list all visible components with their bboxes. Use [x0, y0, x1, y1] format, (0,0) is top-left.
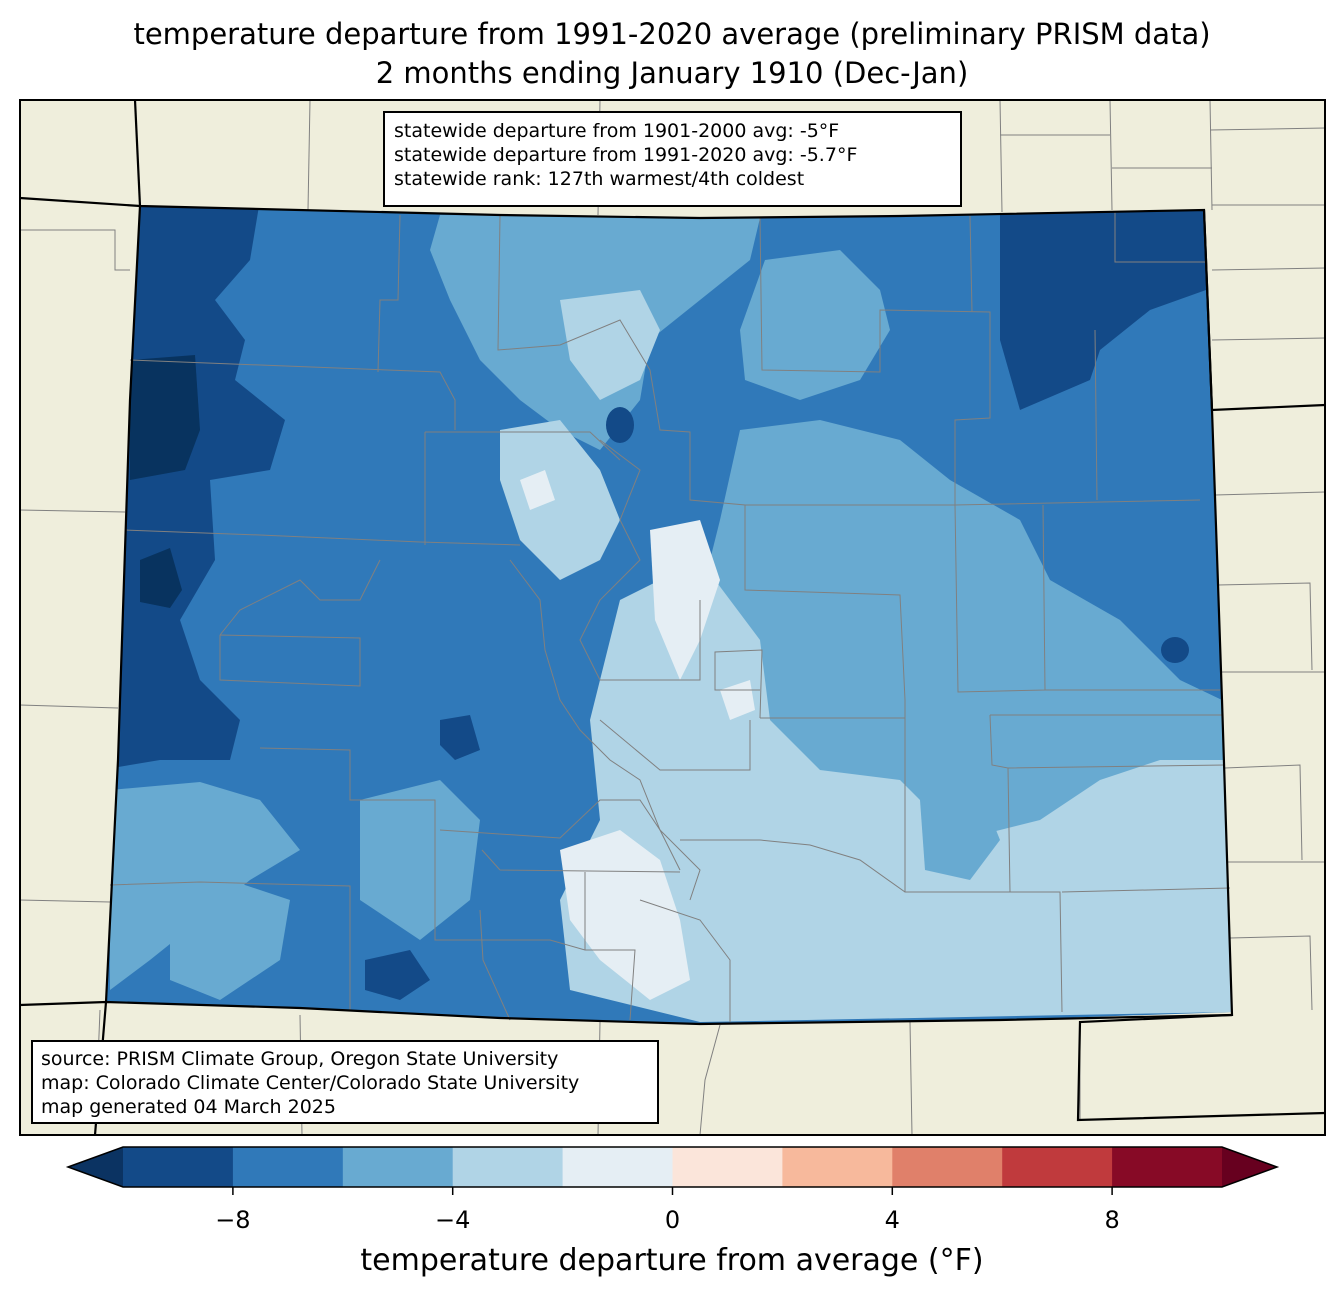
field-northeast-minus-8-to-10: [1000, 206, 1210, 410]
source-credit-box: source: PRISM Climate Group, Oregon Stat…: [31, 1040, 659, 1124]
field-northeast-plains-minus-4-to-6: [740, 250, 890, 400]
colorbar-bin: [123, 1147, 234, 1187]
field-east-patch-minus-4-to-6: [920, 790, 1000, 880]
map-frame: [19, 99, 1326, 1136]
colorbar-tick-label: −4: [434, 1206, 471, 1234]
colorbar-bin: [672, 1147, 783, 1187]
stats-line-1991-2020: statewide departure from 1991-2020 avg: …: [394, 144, 858, 166]
statewide-stats-box: statewide departure from 1901-2000 avg: …: [383, 111, 962, 207]
colorbar-under-arrow: [68, 1147, 123, 1187]
field-spot2-minus-0-to-2: [520, 470, 555, 510]
colorbar-label: temperature departure from average (°F): [360, 1243, 984, 1278]
field-arkansas-minus-0-to-2: [650, 520, 720, 680]
source-line: source: PRISM Climate Group, Oregon Stat…: [41, 1048, 559, 1070]
colorbar-outline: [65, 1146, 1280, 1188]
departure-field: [106, 206, 1232, 1024]
generated-date-line: map generated 04 March 2025: [41, 1096, 336, 1118]
colorbar-tick-label: 0: [664, 1206, 681, 1234]
field-san-luis-minus-0-to-2: [560, 830, 690, 1000]
map-title-line2: 2 months ending January 1910 (Dec-Jan): [375, 56, 969, 90]
field-sw-dark-minus-8-to-10: [365, 950, 430, 1000]
field-southwest-minus-4-to-6: [170, 880, 290, 1000]
field-west-minus-8-to-10: [106, 206, 285, 770]
field-front-range-minus-2-to-4: [500, 420, 620, 580]
colorbar-bin: [1002, 1147, 1113, 1187]
colorbar: [65, 1146, 1280, 1195]
field-west-core2-below-minus-10: [140, 548, 182, 608]
colorbar-tick-label: −8: [215, 1206, 251, 1234]
field-west-core-below-minus-10: [130, 355, 200, 480]
stats-line-1901-2000: statewide departure from 1901-2000 avg: …: [394, 120, 840, 142]
field-central-dark-minus-8-to-10: [440, 715, 480, 760]
colorbar-bin: [452, 1147, 564, 1187]
colorbar-bin: [342, 1147, 454, 1187]
field-south-central-minus-4-to-6: [360, 780, 480, 940]
colorbar-bin: [1112, 1147, 1223, 1187]
map-title-line1: temperature departure from 1991-2020 ave…: [133, 17, 1211, 51]
field-north-spot-minus-8-to-10: [606, 407, 634, 443]
map-credit-line: map: Colorado Climate Center/Colorado St…: [41, 1072, 580, 1094]
field-divide-minus-2-to-4: [560, 290, 660, 400]
field-west-minus-4-to-6: [110, 782, 300, 990]
stats-line-rank: statewide rank: 127th warmest/4th coldes…: [394, 168, 805, 190]
field-south-east-minus-2-to-4: [560, 560, 1232, 1022]
colorbar-tick-label: 4: [884, 1206, 900, 1234]
colorado-county-lines: [109, 212, 1231, 1022]
colorbar-bin: [562, 1147, 673, 1187]
field-east-spot-minus-8-to-10: [1161, 637, 1189, 663]
colorbar-bin: [892, 1147, 1003, 1187]
colorbar-bin: [232, 1147, 344, 1187]
colorbar-bin: [782, 1147, 893, 1187]
colorbar-over-arrow: [1222, 1147, 1277, 1187]
colorbar-tick-label: 8: [1104, 1206, 1120, 1234]
